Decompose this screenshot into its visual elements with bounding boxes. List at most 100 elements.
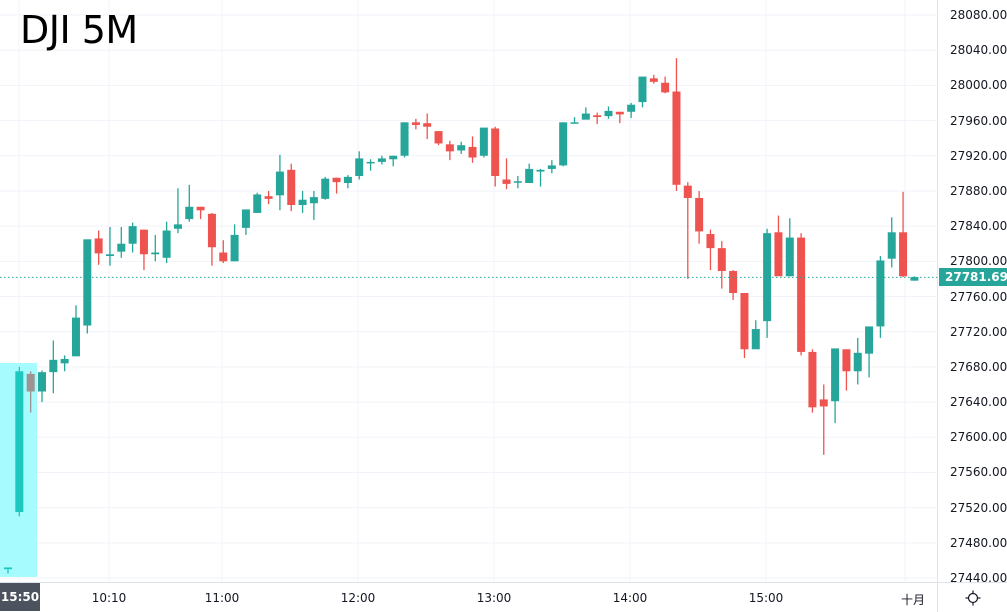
candle bbox=[343, 175, 352, 189]
candle bbox=[4, 567, 12, 574]
candle bbox=[819, 384, 828, 455]
candle bbox=[729, 270, 738, 301]
candle bbox=[627, 102, 636, 118]
candle bbox=[230, 224, 239, 262]
candle bbox=[910, 276, 919, 281]
time-tick: 13:00 bbox=[476, 591, 512, 605]
time-tick: 14:00 bbox=[612, 591, 648, 605]
candle bbox=[525, 163, 534, 184]
candle bbox=[502, 158, 511, 190]
candle bbox=[593, 112, 602, 125]
candle bbox=[139, 229, 148, 271]
candlestick-chart[interactable] bbox=[0, 0, 937, 582]
candle bbox=[842, 349, 851, 391]
candle bbox=[219, 240, 228, 264]
candle bbox=[389, 155, 398, 167]
candle bbox=[151, 234, 160, 262]
candle bbox=[128, 222, 137, 253]
time-tick: 11:00 bbox=[204, 591, 240, 605]
candle bbox=[423, 113, 432, 140]
candle bbox=[717, 241, 726, 289]
candle bbox=[71, 305, 80, 357]
candle bbox=[513, 175, 522, 189]
chart-pane[interactable]: DJI 5M bbox=[0, 0, 937, 582]
candle bbox=[377, 155, 386, 165]
candle bbox=[253, 192, 262, 213]
price-tick: 27560.00 bbox=[950, 465, 1007, 480]
candle bbox=[570, 117, 579, 124]
candle bbox=[117, 227, 126, 258]
candle bbox=[434, 131, 443, 146]
time-tick: 十月 bbox=[901, 593, 926, 607]
price-tick: 27720.00 bbox=[950, 324, 1007, 339]
candle bbox=[105, 227, 114, 266]
candle bbox=[298, 190, 307, 213]
price-tick: 27760.00 bbox=[950, 289, 1007, 304]
candle bbox=[638, 76, 647, 108]
crosshair-time-label: 15:50 bbox=[0, 583, 40, 611]
candle bbox=[740, 292, 749, 359]
candle bbox=[445, 140, 454, 161]
candle bbox=[695, 190, 704, 244]
price-tick: 27800.00 bbox=[950, 254, 1007, 269]
candle bbox=[853, 337, 862, 385]
candle bbox=[559, 122, 568, 167]
candle bbox=[661, 76, 670, 94]
gear-icon bbox=[965, 590, 981, 605]
price-tick: 27680.00 bbox=[950, 359, 1007, 374]
price-tick: 28080.00 bbox=[950, 8, 1007, 22]
price-tick: 27960.00 bbox=[950, 113, 1007, 128]
candle bbox=[581, 107, 590, 120]
candle bbox=[287, 163, 296, 212]
candle bbox=[479, 127, 488, 158]
candle bbox=[683, 182, 692, 279]
candle bbox=[797, 233, 806, 356]
candle bbox=[808, 349, 817, 413]
candle bbox=[173, 188, 182, 234]
candle bbox=[865, 326, 874, 378]
candle bbox=[706, 229, 715, 271]
candle bbox=[196, 206, 205, 220]
candle bbox=[831, 348, 840, 424]
price-tick: 28000.00 bbox=[950, 78, 1007, 93]
candle bbox=[604, 106, 613, 119]
candle bbox=[672, 58, 681, 191]
candle bbox=[26, 371, 35, 413]
candle bbox=[763, 228, 772, 338]
candle bbox=[309, 190, 318, 220]
candle bbox=[615, 111, 624, 124]
candle bbox=[60, 355, 69, 372]
price-tick: 27880.00 bbox=[950, 183, 1007, 198]
candle bbox=[774, 215, 783, 277]
candle bbox=[876, 256, 885, 338]
time-tick: 12:00 bbox=[340, 591, 376, 605]
time-tick: 10:10 bbox=[91, 591, 127, 605]
price-tick: 27520.00 bbox=[950, 500, 1007, 515]
candle bbox=[887, 217, 896, 268]
candle bbox=[785, 218, 794, 277]
candle bbox=[400, 122, 409, 158]
price-tick: 27480.00 bbox=[950, 535, 1007, 550]
candle bbox=[411, 118, 420, 130]
candle bbox=[49, 340, 58, 394]
candle bbox=[899, 191, 908, 278]
candle bbox=[241, 209, 250, 235]
candle bbox=[15, 366, 24, 517]
candle bbox=[83, 239, 92, 334]
price-tick: 27920.00 bbox=[950, 148, 1007, 163]
candle bbox=[536, 168, 545, 187]
candle bbox=[751, 320, 760, 350]
time-tick: 15:00 bbox=[748, 591, 784, 605]
last-price-label: 27781.69 bbox=[939, 268, 1007, 287]
settings-button[interactable] bbox=[937, 582, 1007, 612]
candle bbox=[355, 151, 364, 180]
price-tick: 27440.00 bbox=[950, 571, 1007, 585]
price-axis[interactable]: 28080.00 28040.00 28000.00 27960.00 27920.00… bbox=[937, 0, 1007, 585]
candle bbox=[321, 176, 330, 200]
price-tick: 27640.00 bbox=[950, 395, 1007, 410]
candle bbox=[275, 154, 284, 211]
candle bbox=[37, 370, 46, 403]
time-axis[interactable]: 15:50 10:10 11:00 12:00 13:00 14:00 15:00 十月 bbox=[0, 582, 937, 612]
candle bbox=[94, 230, 103, 265]
candle bbox=[457, 141, 466, 154]
